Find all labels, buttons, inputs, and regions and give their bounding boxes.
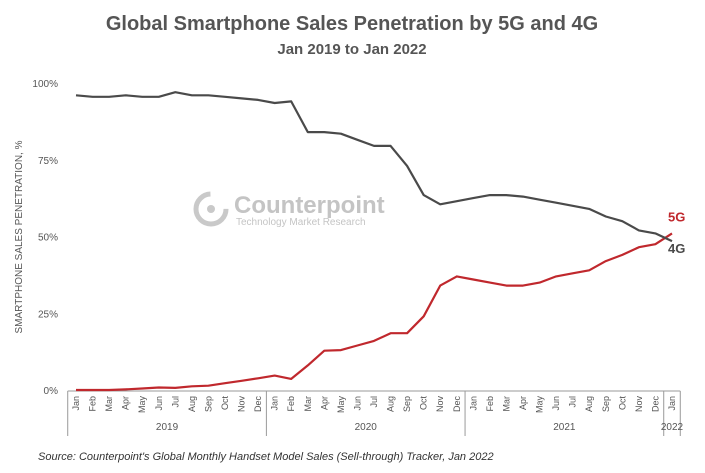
x-tick-label-14: Mar bbox=[303, 396, 313, 412]
x-tick-label-28: May bbox=[535, 396, 545, 414]
x-tick-label-18: Jul bbox=[369, 396, 379, 408]
x-axis: Jan Feb Mar Apr May Jun Jul Aug Sep Oct Nov Dec Jan F… bbox=[67, 390, 684, 436]
x-tick-label-23: Dec bbox=[452, 396, 462, 413]
x-tick-label-36: Jan bbox=[667, 396, 677, 411]
watermark-brand: Counterpoint bbox=[234, 192, 385, 219]
x-tick-label-17: Jun bbox=[352, 396, 362, 411]
x-tick-label-12: Jan bbox=[270, 396, 280, 411]
x-tick-label-24: Jan bbox=[468, 396, 478, 411]
counterpoint-logo-icon bbox=[193, 191, 229, 227]
x-tick-label-9: Oct bbox=[220, 396, 230, 411]
x-tick-label-16: May bbox=[336, 396, 346, 414]
x-tick-label-13: Feb bbox=[286, 396, 296, 412]
x-tick-label-21: Oct bbox=[419, 396, 429, 411]
x-tick-label-22: Nov bbox=[435, 396, 445, 413]
y-tick-label-2: 50% bbox=[38, 233, 58, 244]
x-tick-label-20: Sep bbox=[402, 396, 412, 412]
x-tick-label-3: Apr bbox=[121, 396, 131, 410]
series-layer: 5G 4G bbox=[75, 91, 685, 392]
y-tick-label-1: 25% bbox=[38, 309, 58, 320]
y-tick-label-3: 75% bbox=[38, 156, 58, 167]
x-tick-label-5: Jun bbox=[154, 396, 164, 411]
year-label-2021: 2021 bbox=[553, 422, 576, 433]
series-label-5G: 5G bbox=[668, 209, 685, 224]
series-line-4G bbox=[75, 91, 673, 243]
watermark-tagline: Technology Market Research bbox=[236, 217, 366, 228]
x-tick-label-1: Feb bbox=[88, 396, 98, 412]
x-tick-label-8: Sep bbox=[203, 396, 213, 412]
x-tick-label-2: Mar bbox=[104, 396, 114, 412]
year-label-2022: 2022 bbox=[661, 422, 684, 433]
x-tick-label-32: Sep bbox=[601, 396, 611, 412]
x-tick-label-33: Oct bbox=[617, 396, 627, 411]
x-tick-label-6: Jul bbox=[170, 396, 180, 408]
y-axis-ticks: 0% 25% 50% 75% 100% bbox=[32, 79, 58, 397]
x-tick-label-11: Dec bbox=[253, 396, 263, 413]
counterpoint-logo-dot bbox=[207, 205, 215, 213]
year-label-2019: 2019 bbox=[156, 422, 179, 433]
x-tick-label-27: Apr bbox=[518, 396, 528, 410]
x-tick-label-25: Feb bbox=[485, 396, 495, 412]
chart-title: Global Smartphone Sales Penetration by 5… bbox=[106, 13, 598, 35]
x-tick-label-29: Jun bbox=[551, 396, 561, 411]
year-label-2020: 2020 bbox=[355, 422, 378, 433]
x-tick-label-10: Nov bbox=[237, 396, 247, 413]
chart-subtitle: Jan 2019 to Jan 2022 bbox=[277, 41, 426, 58]
x-tick-label-31: Aug bbox=[584, 396, 594, 412]
x-tick-label-35: Dec bbox=[650, 396, 660, 413]
x-tick-label-26: Mar bbox=[501, 396, 511, 412]
x-tick-label-4: May bbox=[137, 396, 147, 414]
series-line-5G bbox=[76, 232, 673, 392]
x-tick-label-19: Aug bbox=[386, 396, 396, 412]
y-tick-label-4: 100% bbox=[32, 79, 58, 90]
watermark-logo: Counterpoint Technology Market Research bbox=[193, 191, 385, 228]
y-axis-label: SMARTPHONE SALES PENETRATION, % bbox=[14, 140, 25, 333]
x-tick-label-30: Jul bbox=[568, 396, 578, 408]
x-tick-label-0: Jan bbox=[71, 396, 81, 411]
source-note: Source: Counterpoint's Global Monthly Ha… bbox=[38, 451, 494, 463]
x-tick-label-15: Apr bbox=[319, 396, 329, 410]
x-tick-label-7: Aug bbox=[187, 396, 197, 412]
series-label-4G: 4G bbox=[668, 241, 685, 256]
y-tick-label-0: 0% bbox=[44, 386, 59, 397]
x-tick-label-34: Nov bbox=[634, 396, 644, 413]
